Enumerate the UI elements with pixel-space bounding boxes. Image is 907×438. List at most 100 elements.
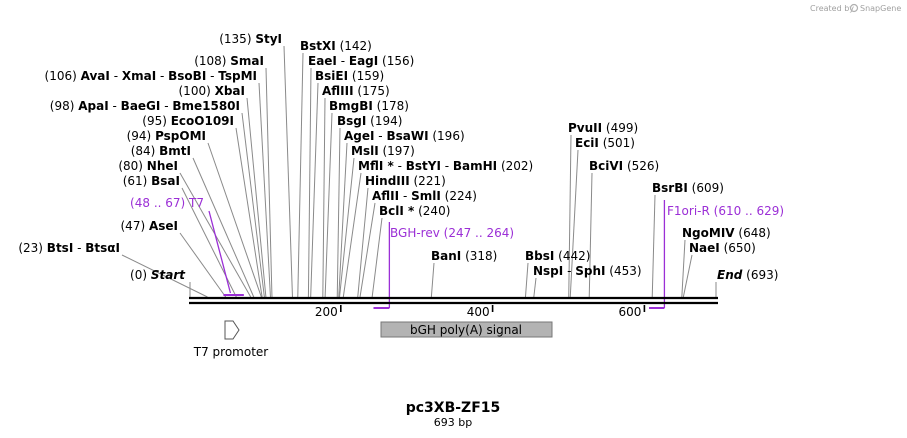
site-leader-btsi [121,254,208,298]
feature-bgh-polya-label: bGH poly(A) signal [410,323,522,337]
agei-sep: - [374,129,386,143]
avai-sep: - [206,69,218,83]
site-leader-naei [682,254,693,298]
bsrbi-position: (609) [688,181,724,195]
bani-position: (318) [461,249,497,263]
end-label: End (693) [717,268,778,282]
site-leader-xbai [246,97,267,298]
aflii-enzyme-name: SmlI [411,189,441,203]
xbai-position: (100) [179,84,215,98]
bsiei-enzyme-name: BsiEI [315,69,348,83]
site-bsgi-label: BsgI (194) [337,114,402,128]
site-avai-label: (106) AvaI - XmaI - BsoBI - TspMI [45,69,257,83]
site-bstxi-label: BstXI (142) [300,39,372,53]
nspi-position: (453) [605,264,641,278]
watermark-text: Created by [810,4,854,13]
btsi-position: (23) [18,241,46,255]
bmti-position: (84) [131,144,159,158]
naei-position: (650) [720,241,756,255]
ecii-enzyme-name: EciI [575,136,599,150]
smai-position: (108) [194,54,230,68]
eaei-enzyme-name: EaeI [308,54,337,68]
mfli-sep: - [394,159,406,173]
start-label: (0) Start [130,268,186,282]
bsiei-position: (159) [348,69,384,83]
site-ngomiv-label: NgoMIV (648) [682,226,771,240]
nhei-enzyme-name: NheI [147,159,178,173]
site-nspi-label: NspI - SphI (453) [533,264,642,278]
mfli-enzyme-name: MflI * [358,159,394,173]
site-leader-bmgbi [324,112,333,298]
bsai-enzyme-name: BsaI [151,174,180,188]
pspomi-enzyme-name: PspOMI [155,129,206,143]
msli-enzyme-name: MslI [351,144,379,158]
site-leader-bstxi [297,52,304,298]
bcivi-enzyme-name: BciVI [589,159,623,173]
primer-f1ori-r-label: F1ori-R (610 .. 629) [667,204,784,218]
nhei-position: (80) [118,159,146,173]
avai-sep: - [110,69,122,83]
site-ecii-label: EciI (501) [575,136,635,150]
site-pspomi-label: (94) PspOMI [127,129,206,143]
primer-t7-label: (48 .. 67) T7 [130,196,204,210]
f1ori-r-range: (610 .. 629) [714,204,784,218]
site-aflii-label: AflII - SmlI (224) [372,189,477,203]
avai-enzyme-name: XmaI [122,69,156,83]
hindiii-enzyme-name: HindIII [365,174,410,188]
site-xbai-label: (100) XbaI [179,84,246,98]
bsgi-enzyme-name: BsgI [337,114,366,128]
site-pvuii-label: PvuII (499) [568,121,638,135]
site-bcli-label: BclI * (240) [379,204,450,218]
bbsi-position: (442) [554,249,590,263]
apai-position: (98) [50,99,78,113]
bsrbi-enzyme-name: BsrBI [652,181,688,195]
site-leader-styi [283,45,293,298]
agei-enzyme-name: AgeI [344,129,374,143]
styi-enzyme-name: StyI [255,32,282,46]
agei-position: (196) [429,129,465,143]
bcivi-position: (526) [623,159,659,173]
aflii-enzyme-name: AflII [372,189,399,203]
site-leader-bcivi [588,172,593,298]
bsai-position: (61) [123,174,151,188]
site-leader-aflii [359,202,376,298]
t7-name: T7 [188,196,204,210]
site-mfli-label: MflI * - BstYI - BamHI (202) [358,159,533,173]
apai-enzyme-name: Bme1580I [172,99,240,113]
nspi-enzyme-name: SphI [575,264,605,278]
site-leader-avai [258,82,271,298]
leader-lines [121,45,717,308]
end-position: (693) [742,268,778,282]
site-eaei-label: EaeI - EagI (156) [308,54,414,68]
apai-sep: - [160,99,172,113]
mfli-enzyme-name: BstYI [406,159,441,173]
smai-enzyme-name: SmaI [230,54,264,68]
apai-sep: - [109,99,121,113]
site-leader-bbsi [524,262,529,298]
site-leader-hindiii [357,187,369,298]
pvuii-enzyme-name: PvuII [568,121,602,135]
site-leader-bani [430,262,435,298]
mfli-position: (202) [497,159,533,173]
site-bsiei-label: BsiEI (159) [315,69,384,83]
site-leader-asei [179,232,227,298]
site-msli-label: MslI (197) [351,144,415,158]
pvuii-position: (499) [602,121,638,135]
site-smai-label: (108) SmaI [194,54,264,68]
site-leader-bcli [371,217,383,298]
site-leader-apai [241,112,265,298]
feature-bgh-polya-box [380,321,553,338]
bstxi-position: (142) [336,39,372,53]
mfli-enzyme-name: BamHI [453,159,497,173]
avai-enzyme-name: BsoBI [168,69,206,83]
f1ori-r-name: F1ori-R [667,204,714,218]
bcli-position: (240) [414,204,450,218]
bstxi-enzyme-name: BstXI [300,39,336,53]
asei-position: (47) [121,219,149,233]
nspi-enzyme-name: NspI [533,264,563,278]
site-ecoo109i-label: (95) EcoO109I [142,114,234,128]
plasmid-length: 693 bp [434,416,472,429]
avai-sep: - [156,69,168,83]
feature-t7-promoter-arrow [224,320,240,340]
